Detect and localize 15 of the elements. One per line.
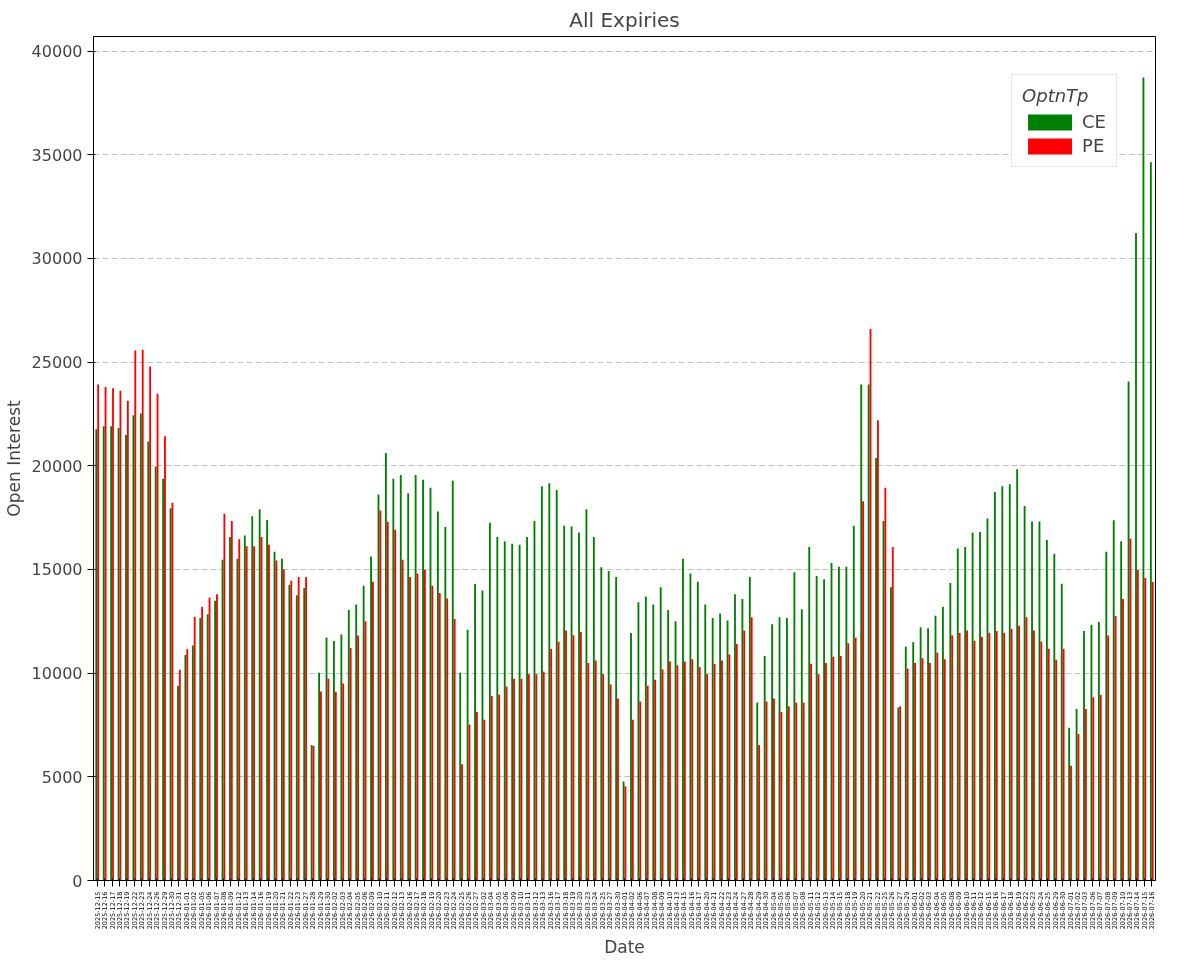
y-tick-label: 30000 [31,249,83,269]
chart-title: All Expiries [569,7,680,32]
y-tick-label: 35000 [31,145,83,165]
y-tick-label: 25000 [31,353,83,373]
legend-label: PE [1082,135,1105,156]
y-tick-label: 10000 [31,664,83,684]
x-axis-title: Date [604,937,645,958]
legend-label: CE [1082,111,1106,132]
y-axis-title: Open Interest [3,400,24,517]
y-tick-label: 15000 [31,560,83,580]
y-tick-label: 5000 [41,767,83,787]
y-tick-label: 0 [72,871,83,891]
y-tick-label: 40000 [31,42,83,62]
y-tick-label: 20000 [31,456,83,476]
legend-title: OptnTp [1022,85,1090,106]
